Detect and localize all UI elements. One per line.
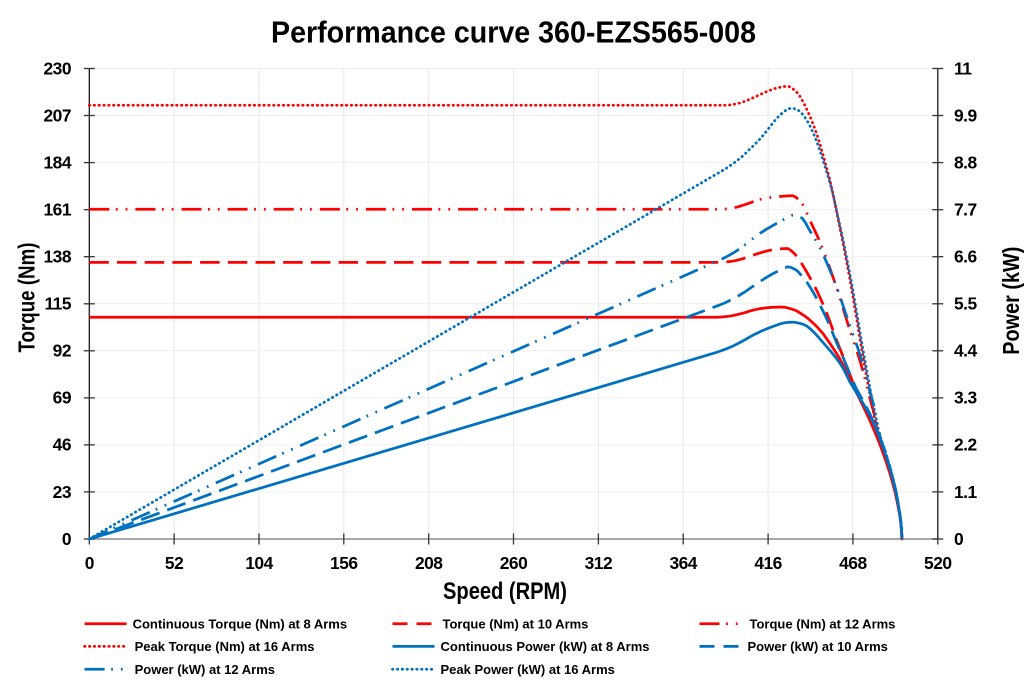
svg-text:Speed (RPM): Speed (RPM) <box>443 578 567 605</box>
svg-text:Performance curve 360-EZS565-0: Performance curve 360-EZS565-008 <box>271 16 756 50</box>
svg-text:208: 208 <box>415 553 443 573</box>
svg-text:0: 0 <box>85 553 94 573</box>
svg-text:230: 230 <box>43 58 71 78</box>
svg-text:Peak Torque (Nm) at 16 Arms: Peak Torque (Nm) at 16 Arms <box>135 639 315 654</box>
svg-text:Power (kW) at 12 Arms: Power (kW) at 12 Arms <box>135 662 275 677</box>
svg-text:5.5: 5.5 <box>954 294 978 314</box>
svg-text:4.4: 4.4 <box>954 341 978 361</box>
svg-text:207: 207 <box>43 105 71 125</box>
svg-text:Torque (Nm): Torque (Nm) <box>14 243 40 353</box>
svg-text:52: 52 <box>165 553 183 573</box>
svg-text:0: 0 <box>62 529 71 549</box>
svg-text:2.2: 2.2 <box>954 435 977 455</box>
svg-text:468: 468 <box>839 553 867 573</box>
svg-text:8.8: 8.8 <box>954 152 978 172</box>
svg-text:69: 69 <box>53 388 72 408</box>
svg-text:104: 104 <box>245 553 273 573</box>
svg-text:312: 312 <box>585 553 613 573</box>
svg-text:156: 156 <box>330 553 358 573</box>
svg-text:Torque (Nm) at 10 Arms: Torque (Nm) at 10 Arms <box>443 617 589 632</box>
svg-text:364: 364 <box>669 553 697 573</box>
svg-text:7.7: 7.7 <box>954 200 977 220</box>
svg-text:Torque (Nm) at 12 Arms: Torque (Nm) at 12 Arms <box>750 617 896 632</box>
svg-text:0: 0 <box>954 529 963 549</box>
svg-text:138: 138 <box>43 247 71 267</box>
svg-text:Power (kW): Power (kW) <box>998 247 1024 355</box>
svg-text:92: 92 <box>53 341 71 361</box>
svg-text:23: 23 <box>53 482 72 502</box>
svg-text:161: 161 <box>43 200 71 220</box>
svg-text:11: 11 <box>954 58 972 78</box>
svg-text:520: 520 <box>924 553 952 573</box>
svg-text:Peak Power (kW) at 16 Arms: Peak Power (kW) at 16 Arms <box>441 662 615 677</box>
svg-text:46: 46 <box>53 435 72 455</box>
svg-text:Continuous Power (kW) at 8 Arm: Continuous Power (kW) at 8 Arms <box>441 639 650 654</box>
svg-text:9.9: 9.9 <box>954 105 978 125</box>
svg-text:3.3: 3.3 <box>954 388 978 408</box>
svg-text:260: 260 <box>500 553 528 573</box>
svg-text:1.1: 1.1 <box>954 482 978 502</box>
svg-text:6.6: 6.6 <box>954 247 978 267</box>
svg-text:Power (kW) at 10 Arms: Power (kW) at 10 Arms <box>748 639 888 654</box>
svg-text:Continuous Torque (Nm) at 8 Ar: Continuous Torque (Nm) at 8 Arms <box>133 617 348 632</box>
svg-text:184: 184 <box>43 152 71 172</box>
svg-text:416: 416 <box>754 553 782 573</box>
svg-text:115: 115 <box>44 294 71 314</box>
